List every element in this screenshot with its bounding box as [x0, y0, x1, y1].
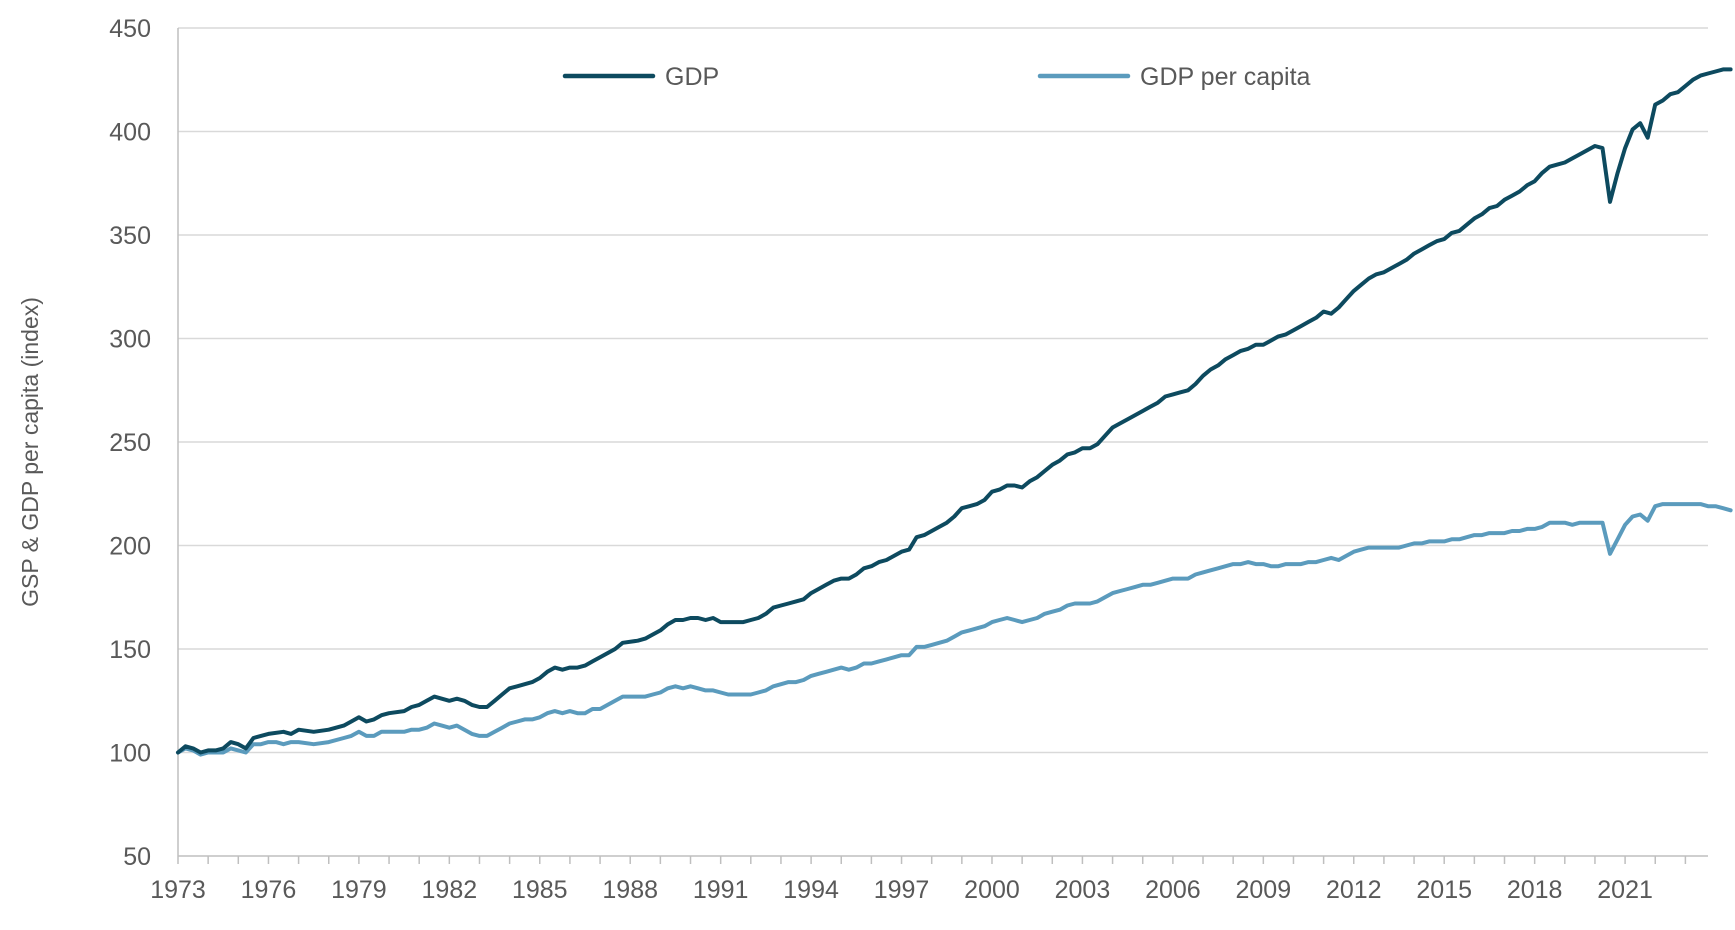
y-tick-labels: 50 100 150 200 250 300 350 400 450 — [109, 15, 151, 871]
legend: GDP GDP per capita — [562, 63, 1311, 91]
x-tick-labels: 1973 1976 1979 1982 1985 1988 1991 1994 1997 2000… — [150, 876, 1653, 904]
x-tick-label: 2012 — [1326, 876, 1382, 904]
x-tick-label: 2003 — [1055, 876, 1111, 904]
x-tick-label: 1976 — [241, 876, 297, 904]
x-tick-label: 2009 — [1236, 876, 1292, 904]
x-tick-label: 1982 — [422, 876, 478, 904]
y-axis-title: GSP & GDP per capita (index) — [17, 297, 43, 607]
series-lines — [176, 67, 1733, 757]
x-tick-label: 1991 — [693, 876, 749, 904]
x-tick-label: 1979 — [331, 876, 387, 904]
x-tick-label: 2000 — [964, 876, 1020, 904]
y-tick-label: 150 — [109, 636, 151, 664]
x-tick-label: 2018 — [1507, 876, 1563, 904]
gridlines — [178, 27, 1708, 754]
legend-label: GDP — [665, 63, 719, 91]
legend-label: GDP per capita — [1140, 63, 1311, 91]
y-tick-label: 200 — [109, 533, 151, 561]
y-tick-label: 350 — [109, 222, 151, 250]
series-line — [176, 67, 1733, 755]
x-tick-label: 1988 — [602, 876, 658, 904]
x-tick-label: 2006 — [1145, 876, 1201, 904]
x-tick-label: 1985 — [512, 876, 568, 904]
y-tick-label: 250 — [109, 429, 151, 457]
x-tick-label: 1994 — [783, 876, 839, 904]
series-line — [176, 502, 1733, 757]
y-tick-label: 450 — [109, 15, 151, 43]
x-tick-label: 1997 — [874, 876, 930, 904]
x-tick-label: 1973 — [150, 876, 206, 904]
x-tick-label: 2015 — [1416, 876, 1472, 904]
y-tick-label: 50 — [123, 843, 151, 871]
y-tick-label: 300 — [109, 326, 151, 354]
y-tick-label: 400 — [109, 119, 151, 147]
x-tick-label: 2021 — [1597, 876, 1653, 904]
axes — [177, 28, 1708, 864]
y-tick-label: 100 — [109, 740, 151, 768]
